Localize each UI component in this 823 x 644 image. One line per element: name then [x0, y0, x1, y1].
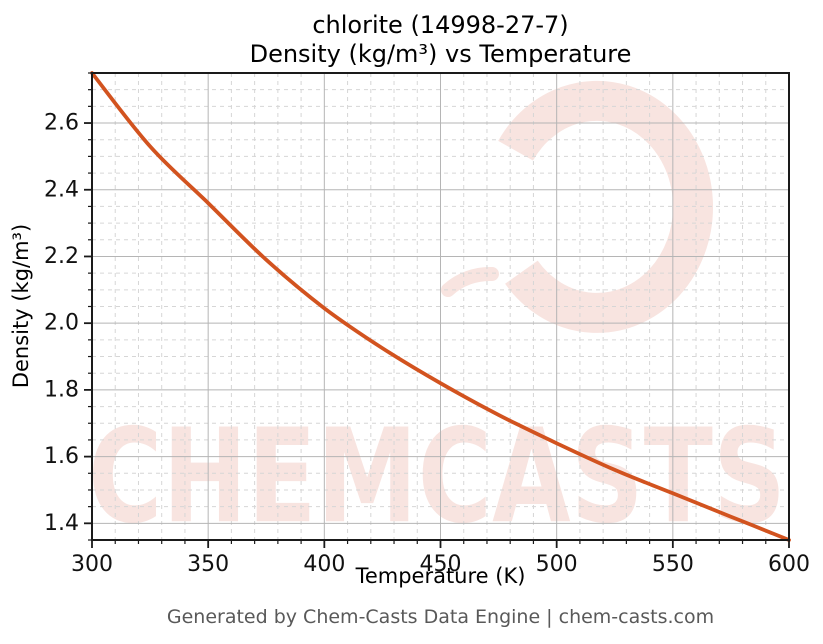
density-curve	[90, 71, 791, 542]
y-tick-label: 2.0	[44, 311, 79, 336]
y-axis-label: Density (kg/m³)	[9, 223, 33, 389]
chart-title-line1: chlorite (14998-27-7)	[312, 11, 569, 39]
x-tick-label: 550	[652, 552, 694, 577]
watermark: CHEMCASTS	[88, 80, 786, 553]
y-tick-label: 1.6	[44, 444, 79, 469]
x-tick-label: 300	[71, 552, 113, 577]
x-tick-label: 500	[536, 552, 578, 577]
x-tick-label: 450	[420, 552, 462, 577]
grid-major	[91, 73, 790, 540]
x-tick-label: 600	[768, 552, 810, 577]
tick-labels: 300 350 400 450 500 550 600 1.4 1.6 1.8 2.0 2.2 2.4 2…	[44, 111, 810, 578]
y-tick-label: 2.2	[44, 244, 79, 269]
x-tick-label: 400	[303, 552, 345, 577]
grid-minor	[92, 73, 789, 540]
chart-title: chlorite (14998-27-7) Density (kg/m³) vs…	[92, 11, 789, 69]
x-axis-label: Temperature (K)	[355, 564, 526, 588]
y-tick-label: 2.4	[44, 177, 79, 202]
ticks	[84, 72, 790, 548]
watermark-c-swirl-icon	[498, 80, 713, 333]
y-tick-label: 1.8	[44, 377, 79, 402]
y-tick-label: 2.6	[44, 111, 79, 136]
watermark-text: CHEMCASTS	[88, 401, 786, 552]
footer-attribution: Generated by Chem-Casts Data Engine | ch…	[166, 606, 715, 628]
chart-title-line2: Density (kg/m³) vs Temperature	[249, 40, 632, 68]
watermark-c-swirl-tail-icon	[441, 266, 499, 297]
y-tick-label: 1.4	[44, 511, 79, 536]
x-tick-label: 350	[187, 552, 229, 577]
